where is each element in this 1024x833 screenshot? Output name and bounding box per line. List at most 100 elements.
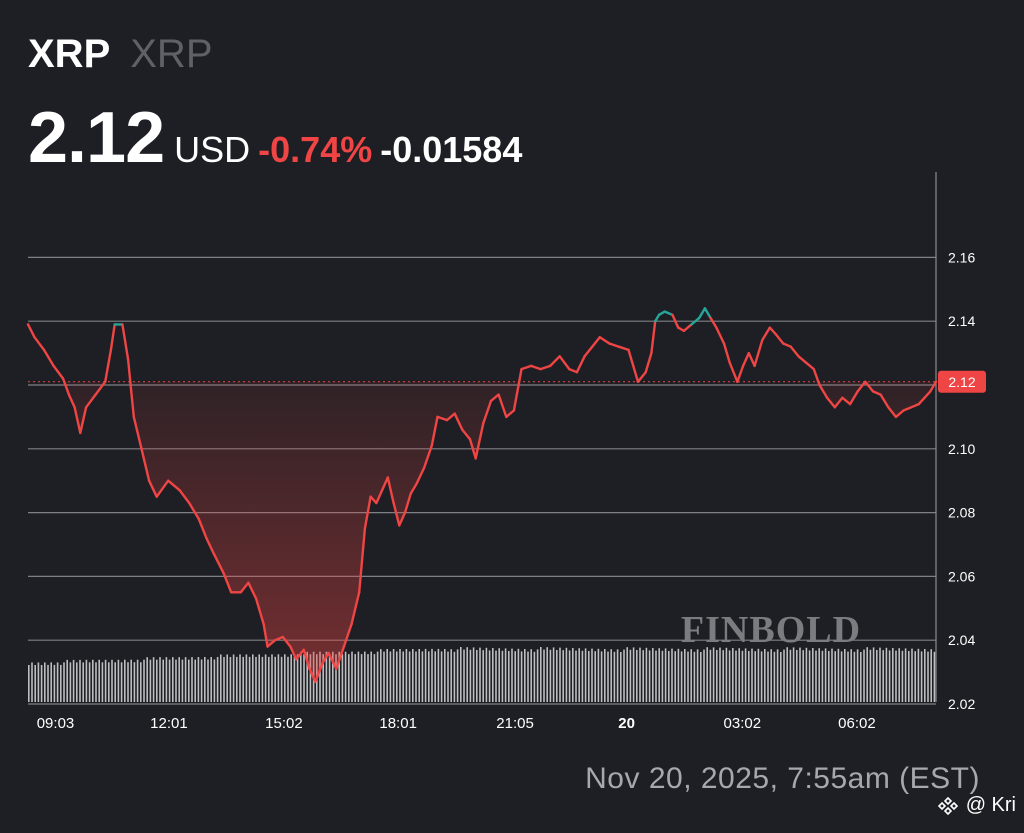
volume-bar bbox=[872, 647, 875, 702]
price-line-segment bbox=[617, 345, 630, 352]
price-area-fill bbox=[28, 381, 936, 682]
volume-bar bbox=[754, 651, 756, 702]
volume-bar bbox=[482, 650, 484, 702]
volume-bar bbox=[687, 651, 689, 702]
price-line-segment bbox=[698, 307, 707, 320]
x-tick-label: 09:03 bbox=[37, 715, 75, 732]
volume-bar bbox=[434, 651, 436, 702]
volume-bar bbox=[812, 648, 814, 702]
volume-bar bbox=[917, 648, 920, 702]
volume-bar bbox=[136, 659, 139, 702]
volume-bar bbox=[239, 654, 241, 702]
volume-bar bbox=[696, 649, 699, 702]
volume-bar bbox=[866, 647, 868, 702]
volume-bar bbox=[578, 648, 580, 702]
volume-bar bbox=[805, 647, 808, 702]
volume-bar bbox=[396, 651, 398, 702]
volume-bar bbox=[466, 647, 468, 702]
volume-bar bbox=[53, 664, 56, 702]
volume-bar bbox=[226, 654, 228, 702]
volume-bar bbox=[568, 650, 571, 702]
volume-bar bbox=[882, 650, 884, 702]
volume-bar bbox=[332, 651, 334, 702]
price-line-segment bbox=[274, 635, 284, 642]
price-line-segment bbox=[797, 355, 808, 364]
price-line-segment bbox=[782, 342, 792, 348]
volume-bar bbox=[520, 651, 523, 702]
volume-bar bbox=[456, 649, 459, 702]
volume-bar bbox=[341, 654, 344, 702]
volume-bar bbox=[892, 648, 894, 702]
volume-bar bbox=[799, 647, 801, 702]
price-line-segment bbox=[197, 517, 208, 540]
price-line-segment bbox=[212, 552, 225, 575]
volume-bar bbox=[780, 652, 782, 702]
volume-bar bbox=[668, 651, 670, 702]
price-line-segment bbox=[663, 310, 674, 316]
volume-bar bbox=[114, 662, 116, 702]
volume-bar bbox=[248, 656, 251, 702]
price-line-segment bbox=[222, 572, 233, 594]
volume-bar bbox=[229, 657, 232, 702]
price-line-segment bbox=[126, 358, 136, 419]
diamond-logo-icon bbox=[937, 796, 958, 815]
volume-bar bbox=[751, 648, 753, 702]
volume-bar bbox=[140, 662, 142, 702]
volume-bar bbox=[181, 659, 184, 702]
volume-bar bbox=[898, 648, 900, 702]
volume-bar bbox=[111, 659, 113, 702]
price-line-segment bbox=[644, 351, 653, 374]
quote-header: XRP XRP 2.12 USD -0.74% -0.01584 bbox=[28, 32, 522, 179]
price-line-segment bbox=[468, 438, 477, 460]
volume-bar bbox=[741, 650, 744, 702]
price-line-segment bbox=[575, 355, 586, 374]
volume-bar bbox=[927, 651, 929, 702]
volume-bar bbox=[645, 647, 648, 702]
volume-bar bbox=[104, 659, 107, 702]
asset-name: XRP bbox=[130, 32, 213, 76]
volume-bar bbox=[789, 649, 792, 702]
volume-bar bbox=[610, 649, 612, 702]
volume-bar bbox=[69, 662, 72, 702]
volume-bar bbox=[533, 651, 536, 702]
volume-bar bbox=[127, 662, 129, 702]
volume-bar bbox=[636, 650, 638, 702]
volume-bar bbox=[472, 647, 475, 702]
volume-bar bbox=[764, 649, 766, 702]
price-line-segment bbox=[917, 396, 926, 406]
volume-bar bbox=[408, 651, 411, 702]
price-line-segment bbox=[262, 623, 269, 648]
price-line-segment bbox=[856, 380, 867, 393]
volume-bar bbox=[303, 654, 305, 702]
volume-bar bbox=[328, 654, 331, 702]
volume-bar bbox=[552, 647, 555, 702]
volume-bar bbox=[703, 649, 705, 702]
price-line-segment bbox=[205, 536, 216, 556]
volume-bar bbox=[888, 650, 891, 702]
volume-bar bbox=[37, 662, 40, 702]
volume-bar bbox=[421, 651, 424, 702]
volume-bar bbox=[460, 647, 462, 702]
currency-label: USD bbox=[174, 129, 251, 170]
volume-bar bbox=[501, 650, 504, 702]
price-line-segment bbox=[818, 383, 829, 399]
price-line-segment bbox=[768, 326, 777, 336]
price-line-segment bbox=[392, 501, 401, 527]
price-line-segment bbox=[375, 489, 384, 505]
volume-bar bbox=[709, 649, 712, 702]
volume-bar bbox=[348, 654, 350, 702]
volume-bar bbox=[290, 654, 292, 702]
price-line-segment bbox=[929, 380, 938, 393]
current-price-badge bbox=[938, 370, 986, 393]
price-line-segment bbox=[321, 651, 330, 664]
volume-bar bbox=[693, 651, 696, 702]
price-line-segment bbox=[804, 361, 815, 371]
volume-bar bbox=[834, 651, 836, 702]
volume-bar bbox=[351, 651, 353, 702]
volume-bar bbox=[600, 651, 603, 702]
volume-bar bbox=[642, 650, 644, 702]
price-line-segment bbox=[910, 402, 920, 409]
price-line-segment bbox=[308, 667, 317, 683]
price-line-segment bbox=[722, 342, 731, 364]
volume-bar bbox=[450, 649, 452, 702]
